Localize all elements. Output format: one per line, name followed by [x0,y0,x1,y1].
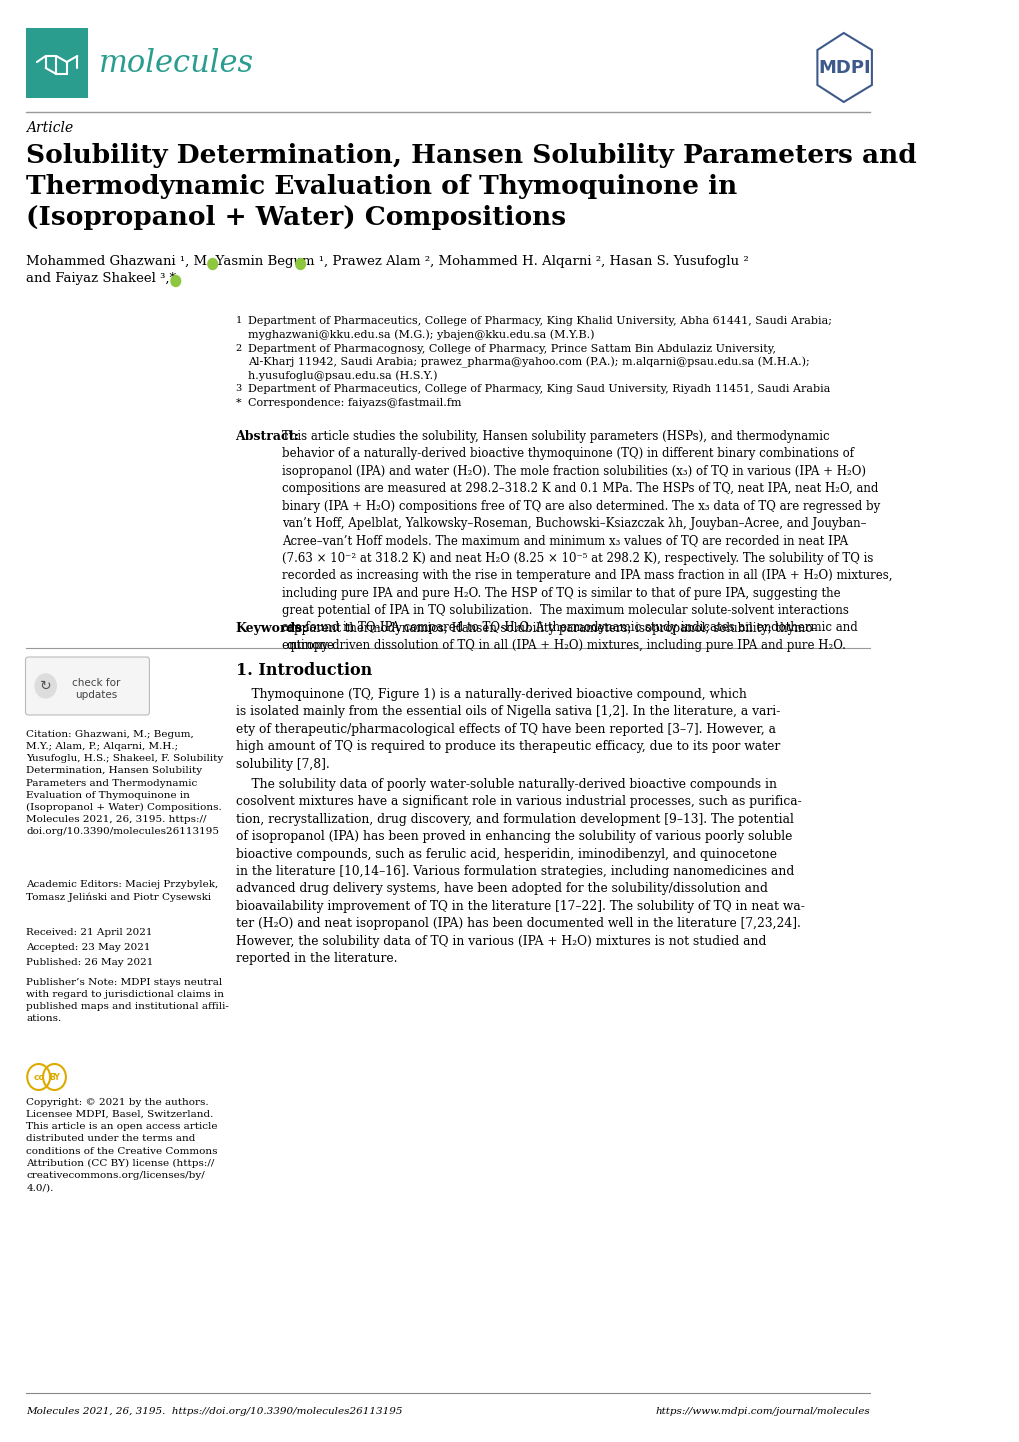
Text: Citation: Ghazwani, M.; Begum,
M.Y.; Alam, P.; Alqarni, M.H.;
Yusufoglu, H.S.; S: Citation: Ghazwani, M.; Begum, M.Y.; Ala… [26,730,223,836]
Text: myghazwani@kku.edu.sa (M.G.); ybajen@kku.edu.sa (M.Y.B.): myghazwani@kku.edu.sa (M.G.); ybajen@kku… [248,329,594,339]
Text: Molecules 2021, 26, 3195.  https://doi.org/10.3390/molecules26113195: Molecules 2021, 26, 3195. https://doi.or… [26,1407,403,1416]
Text: Department of Pharmaceutics, College of Pharmacy, King Khalid University, Abha 6: Department of Pharmaceutics, College of … [248,316,832,326]
Text: Correspondence: faiyazs@fastmail.fm: Correspondence: faiyazs@fastmail.fm [248,398,461,408]
Text: (Isopropanol + Water) Compositions: (Isopropanol + Water) Compositions [26,205,566,231]
Text: iD: iD [209,261,216,267]
Text: apparent thermodynamics; Hansen solubility parameters; isopropanol; solubility; : apparent thermodynamics; Hansen solubili… [286,622,815,652]
Text: cc: cc [34,1073,44,1082]
Text: This article studies the solubility, Hansen solubility parameters (HSPs), and th: This article studies the solubility, Han… [282,430,892,652]
Text: check for: check for [72,678,120,688]
Text: ↻: ↻ [40,679,52,694]
Text: Article: Article [26,121,73,136]
Text: updates: updates [75,691,117,699]
Text: 1. Introduction: 1. Introduction [235,662,372,679]
Text: Department of Pharmaceutics, College of Pharmacy, King Saud University, Riyadh 1: Department of Pharmaceutics, College of … [248,384,829,394]
Text: Academic Editors: Maciej Przybylek,
Tomasz Jeliński and Piotr Cysewski: Academic Editors: Maciej Przybylek, Toma… [26,880,218,901]
Text: Mohammed Ghazwani ¹, M. Yasmin Begum ¹, Prawez Alam ², Mohammed H. Alqarni ², Ha: Mohammed Ghazwani ¹, M. Yasmin Begum ¹, … [26,255,748,268]
Text: 2: 2 [235,345,242,353]
Text: and Faiyaz Shakeel ³,*: and Faiyaz Shakeel ³,* [26,273,176,286]
Circle shape [35,673,56,698]
Text: Thymoquinone (TQ, Figure 1) is a naturally-derived bioactive compound, which
is : Thymoquinone (TQ, Figure 1) is a natural… [235,688,780,770]
Text: iD: iD [298,261,304,267]
Text: Accepted: 23 May 2021: Accepted: 23 May 2021 [26,943,151,952]
Circle shape [208,258,217,270]
Text: Keywords:: Keywords: [235,622,307,634]
Text: Abstract:: Abstract: [235,430,300,443]
Text: Publisher’s Note: MDPI stays neutral
with regard to jurisdictional claims in
pub: Publisher’s Note: MDPI stays neutral wit… [26,978,229,1024]
Text: 3: 3 [235,384,242,394]
Circle shape [171,275,180,287]
Text: iD: iD [172,278,179,284]
Text: Thermodynamic Evaluation of Thymoquinone in: Thermodynamic Evaluation of Thymoquinone… [26,174,737,199]
Text: MDPI: MDPI [817,59,870,76]
Text: https://www.mdpi.com/journal/molecules: https://www.mdpi.com/journal/molecules [655,1407,869,1416]
FancyBboxPatch shape [26,27,88,98]
Text: Copyright: © 2021 by the authors.
Licensee MDPI, Basel, Switzerland.
This articl: Copyright: © 2021 by the authors. Licens… [26,1097,218,1193]
Text: Solubility Determination, Hansen Solubility Parameters and: Solubility Determination, Hansen Solubil… [26,143,916,169]
Text: h.yusufoglu@psau.edu.sa (H.S.Y.): h.yusufoglu@psau.edu.sa (H.S.Y.) [248,371,437,381]
Text: Published: 26 May 2021: Published: 26 May 2021 [26,957,154,968]
Text: molecules: molecules [99,48,254,78]
FancyBboxPatch shape [25,658,149,715]
Text: *: * [235,398,240,408]
Text: Department of Pharmacognosy, College of Pharmacy, Prince Sattam Bin Abdulaziz Un: Department of Pharmacognosy, College of … [248,345,775,353]
Text: Al-Kharj 11942, Saudi Arabia; prawez_pharma@yahoo.com (P.A.); m.alqarni@psau.edu: Al-Kharj 11942, Saudi Arabia; prawez_pha… [248,358,809,368]
Text: The solubility data of poorly water-soluble naturally-derived bioactive compound: The solubility data of poorly water-solu… [235,779,804,965]
Text: 1: 1 [235,316,242,324]
Text: Received: 21 April 2021: Received: 21 April 2021 [26,929,153,937]
Circle shape [296,258,305,270]
Text: BY: BY [49,1073,60,1082]
